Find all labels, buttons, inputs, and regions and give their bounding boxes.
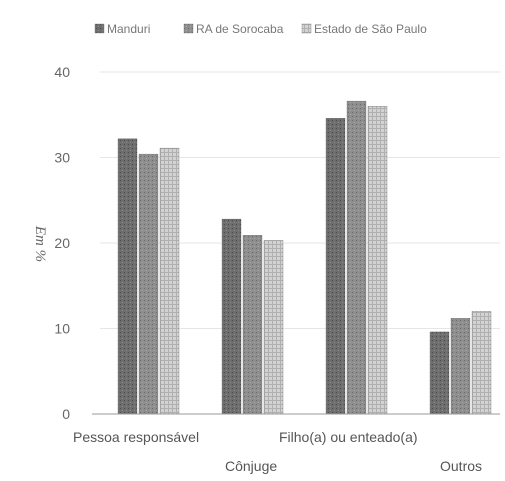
y-tick-label: 0	[62, 406, 70, 422]
bars	[117, 100, 492, 415]
legend-label: Estado de São Paulo	[314, 22, 427, 36]
legend-swatch	[183, 23, 194, 34]
bar-2-1	[346, 100, 367, 415]
y-axis-ticks: 0 10 20 30 40	[54, 64, 70, 422]
legend-swatch	[301, 23, 312, 34]
y-tick-label: 20	[54, 235, 70, 251]
bar-3-1	[450, 318, 471, 415]
bar-0-1	[138, 153, 159, 415]
x-category-label: Cônjuge	[225, 458, 277, 474]
bar-2-0	[325, 118, 346, 415]
y-tick-label: 40	[54, 64, 70, 80]
x-category-label: Outros	[440, 458, 482, 474]
bar-1-2	[263, 240, 284, 415]
bar-0-0	[117, 138, 138, 415]
bar-2-2	[367, 106, 388, 415]
legend-label: RA de Sorocaba	[196, 22, 284, 36]
y-tick-label: 10	[54, 321, 70, 337]
chart-legend: Manduri RA de Sorocaba Estado de São Paulo	[94, 22, 427, 36]
bar-1-1	[242, 235, 263, 415]
bar-0-2	[159, 147, 180, 415]
x-category-label: Pessoa responsável	[73, 429, 199, 445]
bar-3-2	[471, 311, 492, 415]
y-tick-label: 30	[54, 150, 70, 166]
y-axis-label: Em %	[32, 225, 48, 262]
x-category-label: Filho(a) ou enteado(a)	[279, 429, 418, 445]
bar-1-0	[221, 218, 242, 415]
legend-swatch	[94, 23, 105, 34]
bar-3-0	[429, 331, 450, 415]
legend-label: Manduri	[107, 22, 150, 36]
